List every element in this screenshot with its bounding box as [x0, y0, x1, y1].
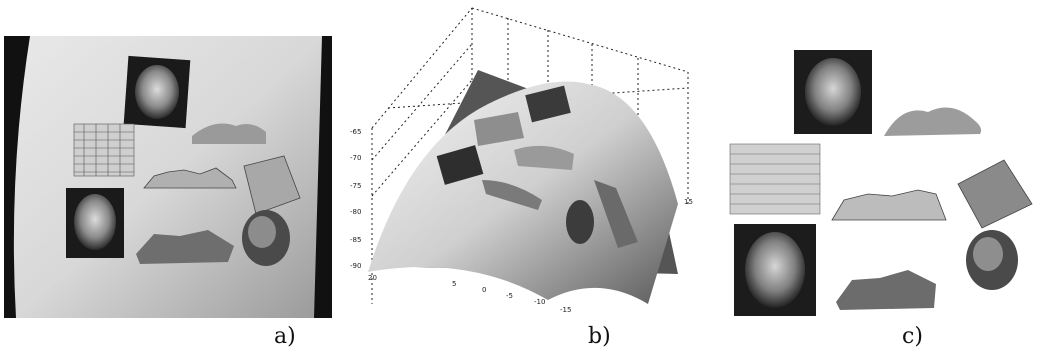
surface-head-plot — [566, 200, 594, 244]
rotated-plot-thumb — [243, 155, 301, 215]
z-tick: -75 — [350, 182, 361, 190]
panel-a-photo — [4, 36, 332, 318]
surface-face-1 — [525, 85, 571, 123]
caption-b: b) — [588, 324, 611, 349]
profile-image — [192, 123, 266, 144]
z-tick: -90 — [350, 262, 361, 270]
surface-mesh-1 — [474, 112, 524, 146]
face-photo-bottom-c — [734, 224, 816, 316]
face-photo-top-c — [794, 50, 872, 134]
z-tick: -80 — [350, 208, 361, 216]
head-plot-c — [966, 230, 1018, 290]
z-tick: -65 — [350, 128, 361, 136]
panel-c-rectified — [722, 44, 1040, 326]
rotated-plot-c — [957, 159, 1033, 229]
surface-plot-c — [836, 270, 936, 310]
z-tick: -85 — [350, 236, 361, 244]
surface-rotated-plot — [594, 180, 638, 248]
mesh-plot-thumb — [73, 123, 135, 177]
profile-image-c — [884, 107, 982, 136]
x-tick: -10 — [534, 298, 545, 306]
z-tick: -70 — [350, 154, 361, 162]
x-tick: 0 — [482, 286, 486, 294]
line-plot-thumb — [143, 167, 237, 189]
surface-line-1 — [514, 145, 574, 170]
x-tick: 20 — [368, 274, 377, 282]
x-tick: -5 — [506, 292, 513, 300]
caption-c: c) — [902, 324, 923, 349]
x-tick: -15 — [560, 306, 571, 314]
line-plot-c — [831, 189, 947, 221]
face-photo-top — [123, 55, 191, 129]
y-tick: 15 — [684, 198, 693, 206]
surface-face-2 — [436, 145, 484, 185]
surface-line-2 — [482, 180, 542, 210]
head-plot-thumb — [242, 210, 290, 266]
panel-b-surface-plot: -65 -70 -75 -80 -85 -90 20 5 0 -5 -10 -1… — [348, 4, 698, 318]
surface-plot-thumb — [136, 230, 234, 264]
caption-a: a) — [274, 324, 296, 349]
mesh-plot-c — [729, 143, 821, 215]
face-photo-bottom — [66, 188, 124, 258]
x-tick: 5 — [452, 280, 456, 288]
